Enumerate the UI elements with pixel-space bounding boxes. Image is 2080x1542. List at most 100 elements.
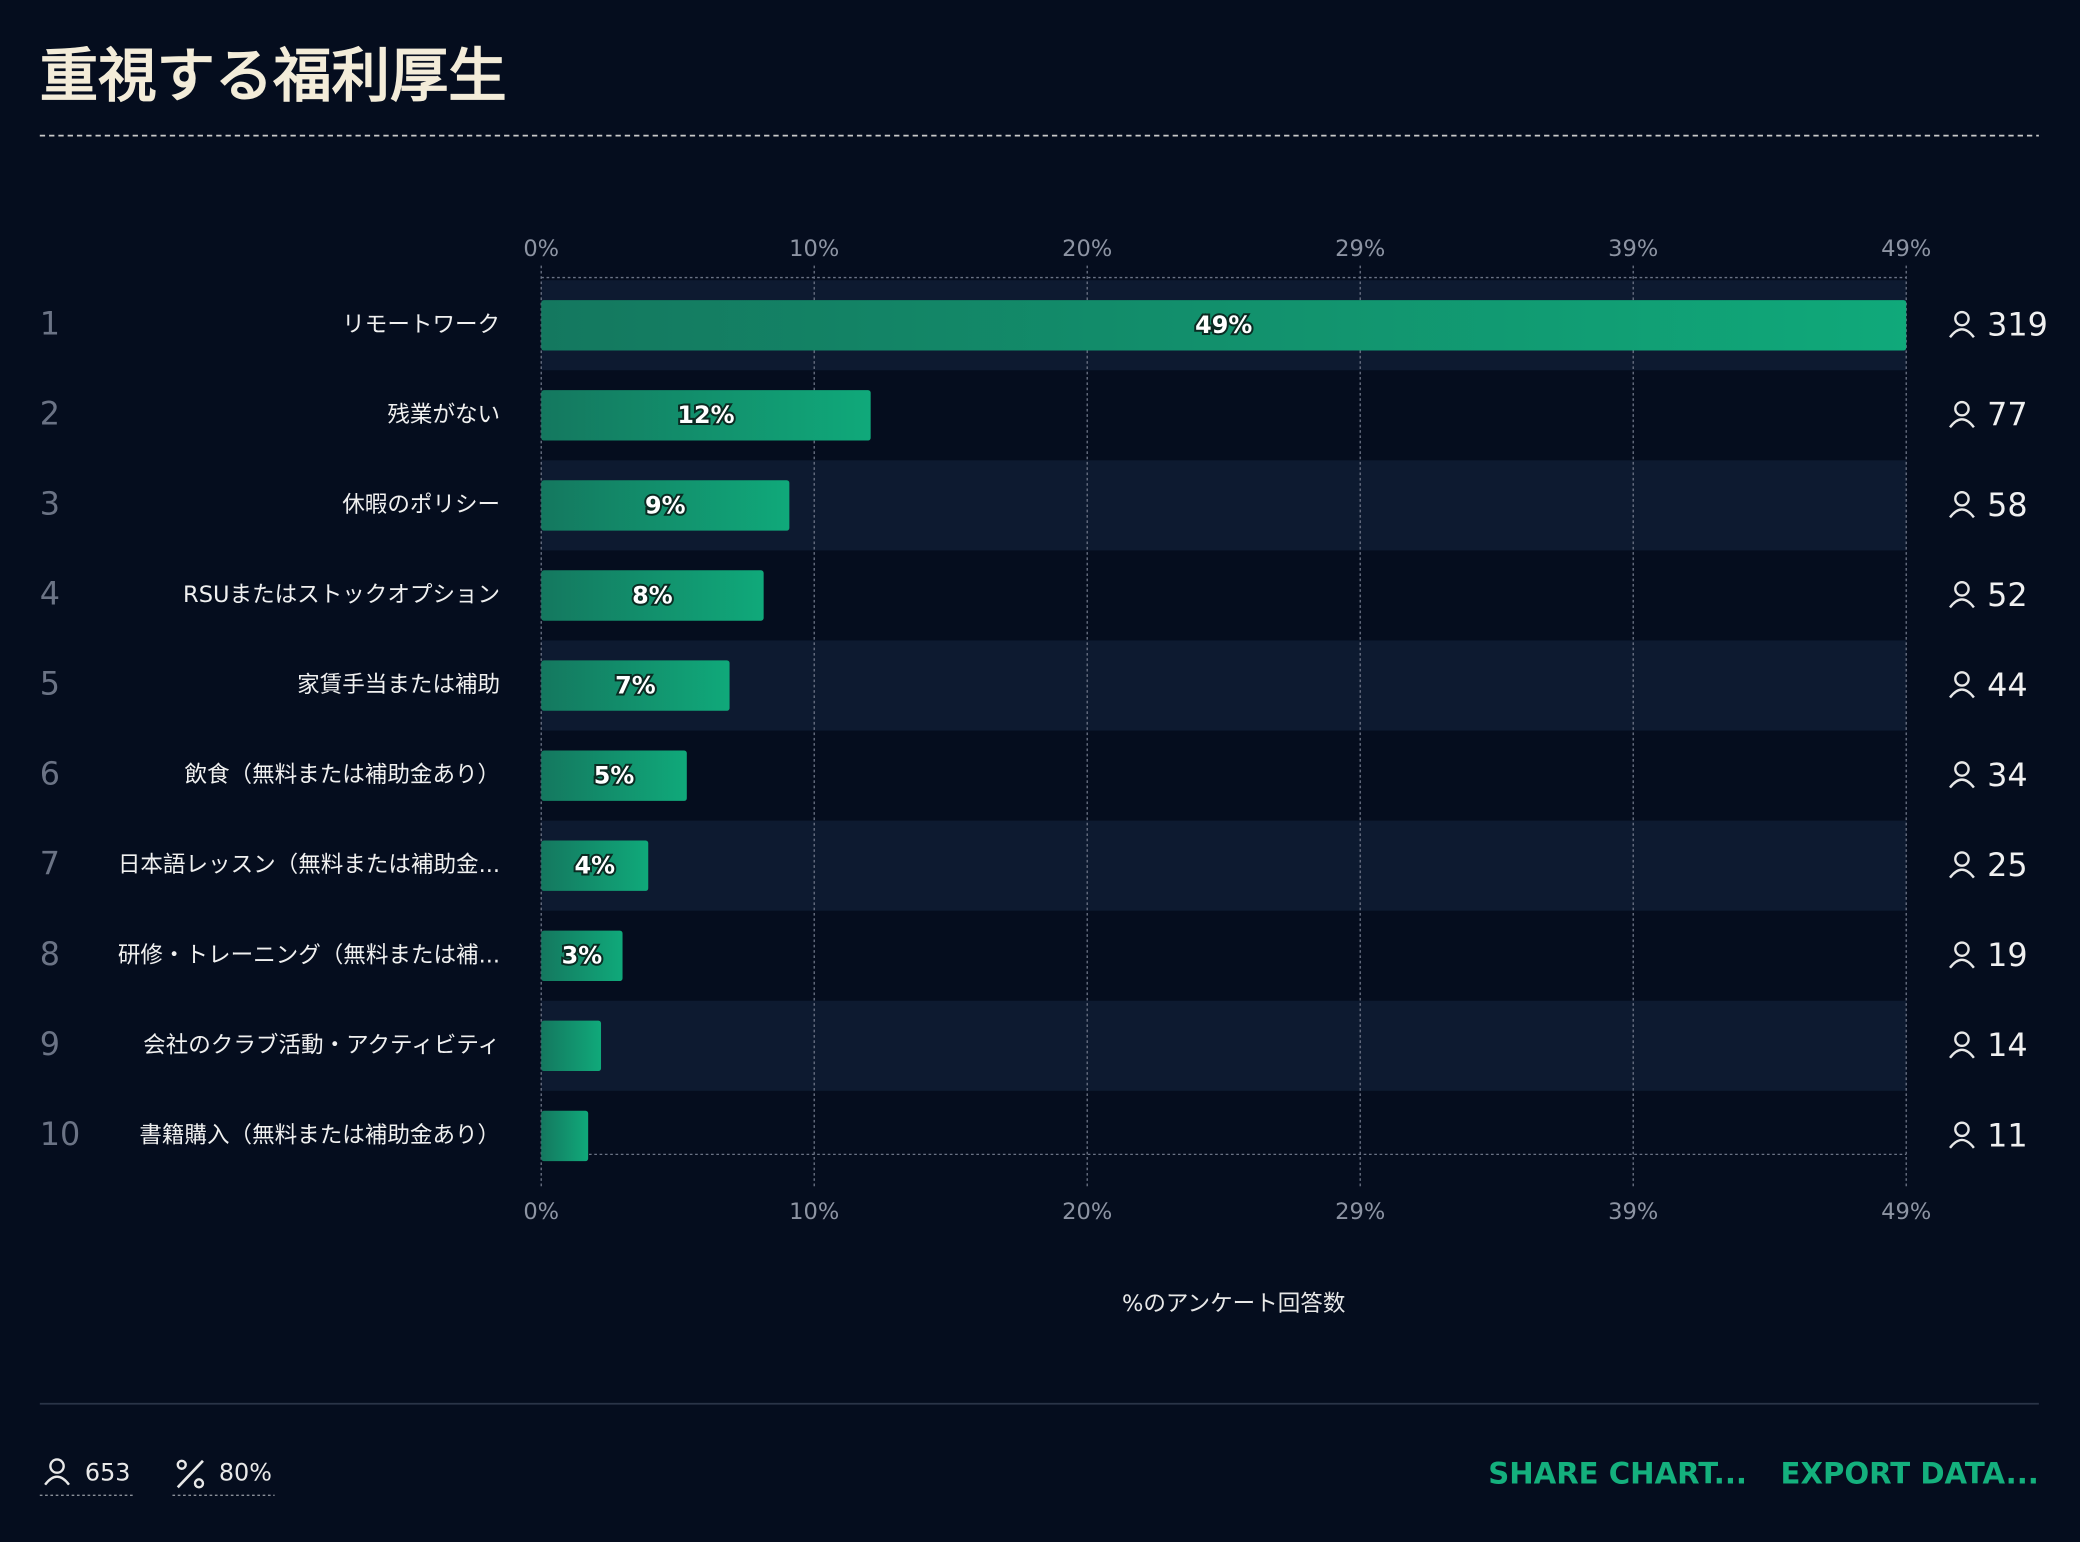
person-body: [1949, 508, 1975, 519]
person-body: [1949, 1138, 1975, 1149]
category-label: 休暇のポリシー: [342, 492, 500, 518]
person-body: [1949, 778, 1975, 789]
person-body: [1949, 1048, 1975, 1059]
value-label: 12%: [677, 401, 734, 429]
rank: 10: [40, 1115, 81, 1153]
person-icon: [1949, 581, 1975, 609]
value-label: 49%: [1195, 311, 1252, 339]
bar: [541, 660, 730, 711]
person-body: [1949, 328, 1975, 338]
rate-stat: 80%: [172, 1459, 275, 1496]
person-body: [1949, 958, 1975, 969]
x-tick-label: 20%: [1062, 236, 1112, 262]
respondent-count: 11: [1987, 1116, 2028, 1154]
bar: [541, 840, 649, 891]
respondents-count: 653: [85, 1459, 131, 1487]
category-label: 残業がない: [387, 402, 500, 428]
respondent-count: 19: [1987, 936, 2028, 974]
rank: 1: [40, 304, 60, 342]
row-band: [541, 1000, 1907, 1091]
person-icon: [1949, 400, 1975, 429]
bar: [541, 750, 687, 801]
bar: [541, 570, 764, 621]
respondent-count: 77: [1987, 396, 2028, 434]
x-tick-label: 49%: [1881, 236, 1931, 262]
person-icon: [1949, 761, 1975, 789]
person-body: [1949, 688, 1975, 699]
rank: 4: [40, 575, 60, 613]
row-band: [541, 640, 1907, 731]
x-tick-label: 0%: [523, 1199, 559, 1225]
category-label: リモートワーク: [342, 312, 500, 338]
x-tick-label: 39%: [1608, 236, 1658, 262]
value-label: 5%: [594, 761, 635, 789]
person-head: [1954, 671, 1970, 687]
person-head: [1954, 490, 1970, 507]
x-axis-label: %のアンケート回答数: [1122, 1291, 1345, 1317]
person-body: [1949, 418, 1975, 429]
rank: 7: [40, 845, 60, 883]
value-label: 7%: [615, 671, 656, 699]
respondent-count: 44: [1987, 666, 2028, 704]
value-label: 4%: [574, 852, 615, 880]
share-button[interactable]: SHARE CHART...: [1488, 1456, 1747, 1490]
person-head: [1954, 310, 1970, 327]
person-head: [1954, 761, 1970, 777]
respondents-stat: 653: [39, 1458, 133, 1496]
bar: [541, 930, 623, 981]
value-label: 8%: [632, 581, 673, 609]
rank: 8: [40, 935, 60, 973]
x-tick-label: 10%: [789, 236, 839, 262]
export-button[interactable]: EXPORT DATA...: [1781, 1456, 2039, 1490]
rank: 5: [40, 665, 60, 703]
x-tick-label: 10%: [789, 1199, 839, 1225]
person-head: [1954, 400, 1970, 417]
value-label: 9%: [645, 491, 686, 519]
value-label: 3%: [562, 942, 603, 970]
bar: [541, 1110, 589, 1162]
x-tick-label: 29%: [1335, 1199, 1385, 1225]
x-tick-label: 0%: [523, 236, 559, 262]
category-label: 会社のクラブ活動・アクティビティ: [143, 1032, 500, 1058]
respondent-count: 52: [1987, 576, 2028, 614]
person-head: [1954, 1121, 1970, 1138]
person-icon: [1949, 1121, 1975, 1149]
bar: [541, 480, 790, 531]
rank: 6: [40, 755, 60, 793]
x-tick-label: 29%: [1335, 236, 1385, 262]
person-icon: [1949, 490, 1975, 519]
person-body: [1949, 868, 1975, 879]
category-label: 日本語レッスン（無料または補助金...: [118, 852, 500, 878]
respondent-count: 58: [1987, 486, 2028, 524]
rank: 3: [40, 484, 60, 522]
person-icon: [1949, 671, 1975, 699]
category-label: 飲食（無料または補助金あり）: [184, 762, 500, 788]
person-icon: [1949, 851, 1975, 879]
rank: 9: [40, 1025, 60, 1063]
person-head: [1954, 851, 1970, 867]
person-icon: [1949, 941, 1975, 969]
person-head: [1954, 1031, 1970, 1048]
category-label: 書籍購入（無料または補助金あり）: [139, 1122, 500, 1148]
bar: [541, 1020, 602, 1072]
response-rate: 80%: [219, 1459, 272, 1487]
person-head: [1954, 581, 1970, 597]
category-label: 家賃手当または補助: [297, 672, 500, 698]
person-icon: [1949, 1031, 1975, 1059]
x-tick-label: 39%: [1608, 1199, 1658, 1225]
respondent-count: 25: [1987, 846, 2028, 884]
bar: [541, 390, 871, 441]
person-body: [1949, 598, 1975, 609]
row-band: [541, 820, 1907, 911]
respondent-count: 319: [1987, 306, 2048, 344]
x-tick-label: 49%: [1881, 1199, 1931, 1225]
respondent-count: 34: [1987, 756, 2028, 794]
person-icon: [1949, 310, 1975, 338]
chart-title: 重視する福利厚生: [40, 42, 507, 110]
category-label: 研修・トレーニング（無料または補...: [118, 942, 500, 968]
category-label: RSUまたはストックオプション: [183, 582, 500, 608]
rank: 2: [40, 394, 60, 432]
respondent-count: 14: [1987, 1026, 2028, 1064]
person-head: [1954, 941, 1970, 957]
